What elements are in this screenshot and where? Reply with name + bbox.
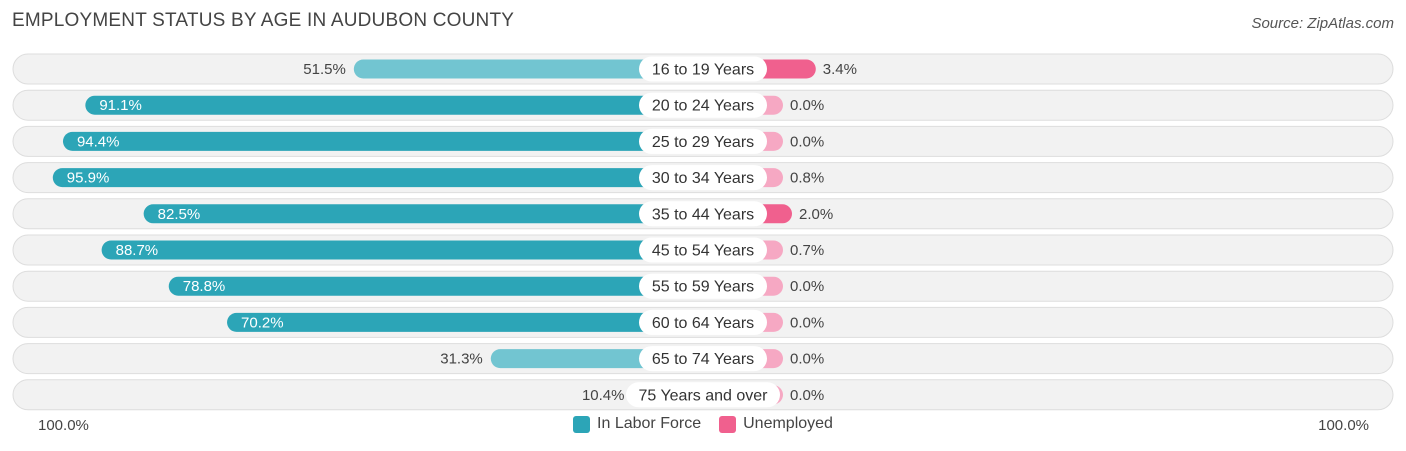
- legend-swatch-labor: [573, 415, 591, 433]
- category-pill: [639, 273, 767, 299]
- data-label-labor-force: 31.3%: [440, 351, 483, 368]
- data-label-unemployed: 2.0%: [799, 206, 833, 223]
- data-label-labor-force: 82.5%: [158, 206, 201, 223]
- category-label: 20 to 24 Years: [652, 98, 754, 115]
- data-label-unemployed: 3.4%: [823, 61, 857, 78]
- bar-labor-force: [353, 59, 703, 79]
- legend-label-unemployed: Unemployed: [743, 415, 833, 432]
- bar-labor-force: [101, 240, 703, 260]
- axis-left-label: 100.0%: [38, 417, 89, 434]
- category-pill: [639, 128, 767, 154]
- category-label: 25 to 29 Years: [652, 134, 754, 151]
- data-label-labor-force: 51.5%: [303, 61, 346, 78]
- data-label-unemployed: 0.0%: [790, 351, 824, 368]
- bar-labor-force: [85, 95, 704, 115]
- bar-labor-force: [52, 168, 704, 188]
- bar-labor-force: [227, 312, 703, 332]
- bar-labor-force: [143, 204, 703, 224]
- legend-swatch-unemployed: [719, 415, 737, 433]
- legend-item-unemployed: Unemployed: [719, 415, 833, 433]
- source-label: Source: ZipAtlas.com: [1251, 15, 1394, 32]
- category-pill: [639, 56, 767, 82]
- category-pill: [639, 346, 767, 372]
- category-label: 35 to 44 Years: [652, 206, 754, 223]
- bar-labor-force: [168, 276, 704, 296]
- category-label: 65 to 74 Years: [652, 351, 754, 368]
- category-label: 55 to 59 Years: [652, 279, 754, 296]
- data-label-unemployed: 0.0%: [790, 133, 824, 150]
- category-label: 75 Years and over: [639, 387, 769, 404]
- category-label: 60 to 64 Years: [652, 315, 754, 332]
- data-label-labor-force: 95.9%: [67, 170, 110, 187]
- category-pill: [639, 92, 767, 118]
- legend-item-labor: In Labor Force: [573, 415, 701, 433]
- category-label: 45 to 54 Years: [652, 243, 754, 260]
- category-pill: [639, 165, 767, 191]
- data-label-unemployed: 0.0%: [790, 387, 824, 404]
- data-label-labor-force: 91.1%: [99, 97, 142, 114]
- data-label-labor-force: 78.8%: [183, 278, 226, 295]
- category-pill: [639, 309, 767, 335]
- data-label-unemployed: 0.0%: [790, 314, 824, 331]
- legend: In Labor Force Unemployed: [0, 415, 1406, 433]
- data-label-labor-force: 88.7%: [116, 242, 159, 259]
- data-label-labor-force: 94.4%: [77, 133, 120, 150]
- data-label-unemployed: 0.7%: [790, 242, 824, 259]
- data-label-unemployed: 0.0%: [790, 278, 824, 295]
- category-pill: [639, 201, 767, 227]
- data-label-labor-force: 10.4%: [582, 387, 625, 404]
- category-pill: [639, 237, 767, 263]
- legend-label-labor: In Labor Force: [597, 415, 702, 432]
- category-label: 16 to 19 Years: [652, 62, 754, 79]
- data-label-unemployed: 0.8%: [790, 170, 824, 187]
- axis-right-label: 100.0%: [1318, 417, 1369, 434]
- data-label-labor-force: 70.2%: [241, 314, 284, 331]
- chart-title: EMPLOYMENT STATUS BY AGE IN AUDUBON COUN…: [12, 10, 515, 31]
- category-pill: [626, 382, 780, 408]
- bar-labor-force: [62, 131, 703, 151]
- data-label-unemployed: 0.0%: [790, 97, 824, 114]
- category-label: 30 to 34 Years: [652, 170, 754, 187]
